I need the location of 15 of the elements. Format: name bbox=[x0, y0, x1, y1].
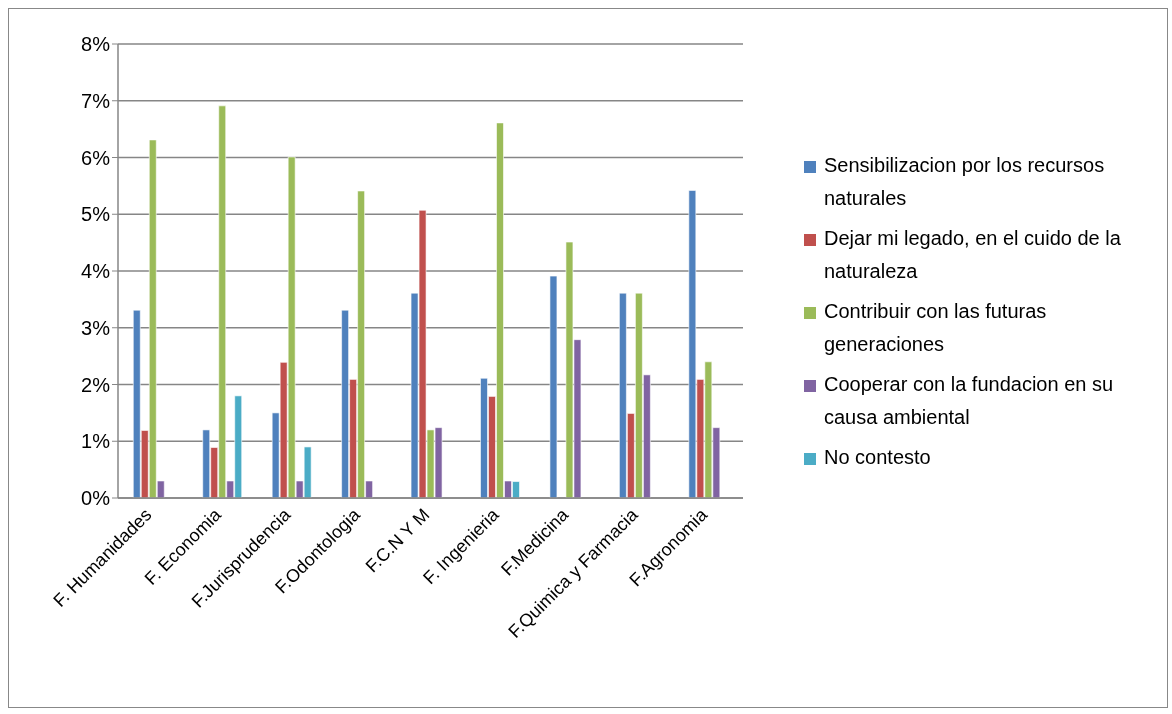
y-tick-label: 1% bbox=[81, 430, 111, 453]
legend-label: No contesto bbox=[824, 445, 931, 470]
legend-label: Sensibilizacion por los recursos naturales bbox=[824, 153, 1106, 211]
y-tick-label: 7% bbox=[81, 89, 111, 112]
y-tick-label: 0% bbox=[81, 487, 111, 510]
y-tick-label: 6% bbox=[81, 146, 111, 169]
y-tick-label: 4% bbox=[81, 260, 111, 283]
y-tick-label: 5% bbox=[81, 203, 111, 226]
bar bbox=[549, 275, 558, 498]
legend-label: Dejar mi legado, en el cuido de la naturaleza bbox=[824, 226, 1122, 284]
legend-label: Cooperar con la fundacion en su causa ambiental bbox=[824, 372, 1115, 430]
y-tick-label: 3% bbox=[81, 316, 111, 339]
y-tick-label: 8% bbox=[81, 33, 111, 56]
legend-label: Contribuir con las futuras generaciones bbox=[824, 299, 1048, 357]
y-tick-label: 2% bbox=[81, 373, 111, 396]
